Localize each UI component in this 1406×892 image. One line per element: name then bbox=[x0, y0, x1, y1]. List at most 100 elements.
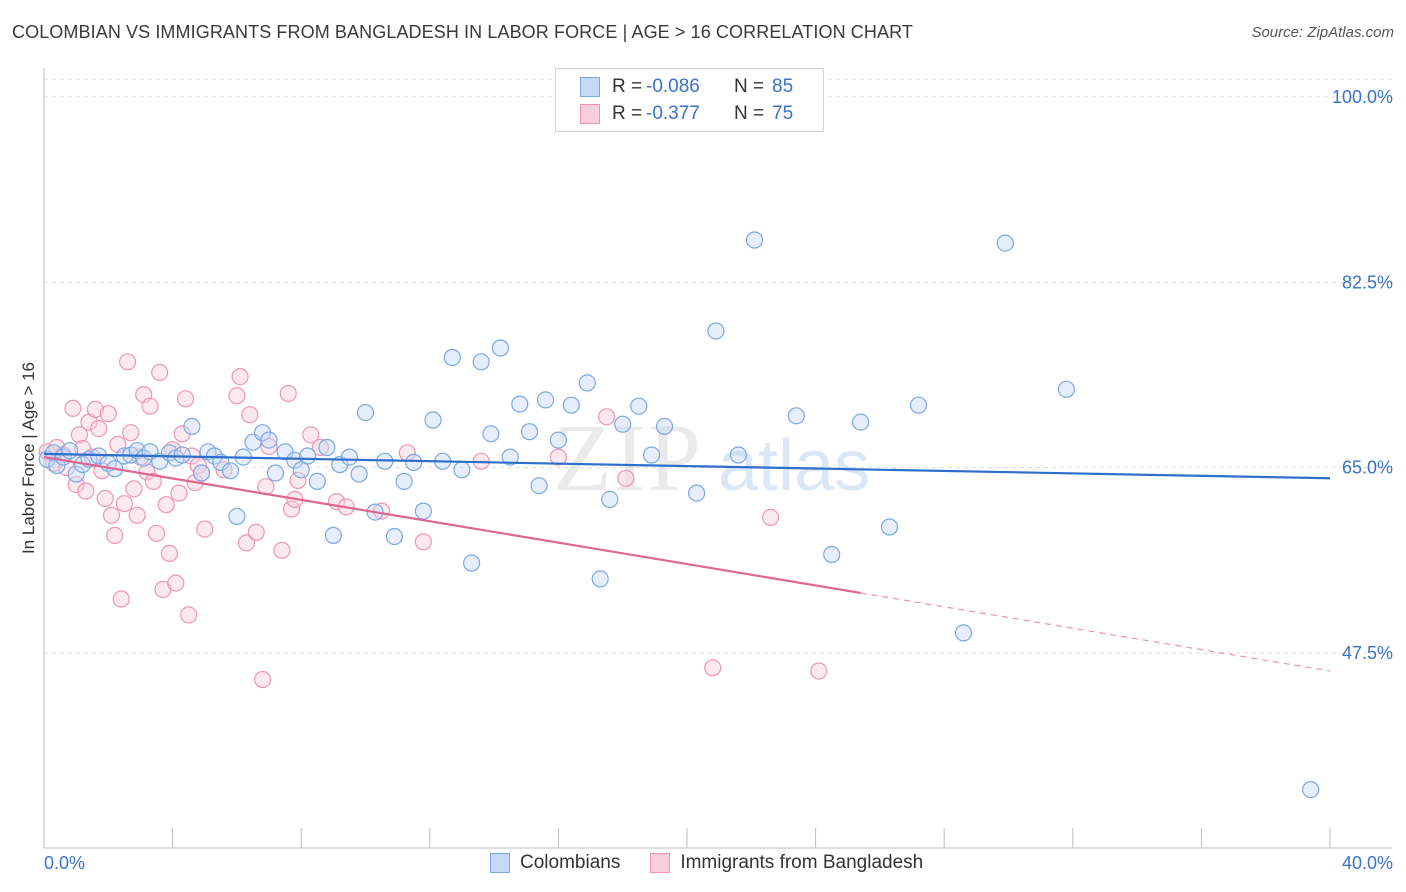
point-bangladesh bbox=[106, 526, 124, 545]
point-colombians bbox=[424, 411, 442, 429]
point-bangladesh bbox=[810, 662, 828, 680]
legend-item-bangladesh[interactable]: Immigrants from Bangladesh bbox=[650, 852, 923, 874]
chart-title: COLOMBIAN VS IMMIGRANTS FROM BANGLADESH … bbox=[12, 22, 913, 42]
legend-n-label: N = bbox=[734, 76, 765, 97]
point-colombians bbox=[614, 415, 632, 433]
point-bangladesh bbox=[64, 399, 82, 417]
point-colombians bbox=[530, 477, 548, 495]
point-colombians bbox=[536, 391, 555, 409]
point-bangladesh bbox=[99, 405, 117, 423]
point-colombians bbox=[340, 448, 358, 466]
point-bangladesh bbox=[112, 590, 130, 608]
point-bangladesh bbox=[597, 408, 616, 426]
point-colombians bbox=[221, 462, 240, 480]
trend-line-colombians bbox=[43, 452, 1331, 480]
point-colombians bbox=[909, 396, 928, 414]
point-colombians bbox=[276, 443, 294, 461]
point-colombians bbox=[729, 446, 748, 464]
y-tick-label: 82.5% bbox=[1342, 272, 1393, 292]
point-bangladesh bbox=[115, 495, 134, 513]
legend-n-value: 75 bbox=[772, 103, 794, 124]
point-bangladesh bbox=[241, 406, 259, 424]
point-colombians bbox=[292, 461, 310, 479]
point-bangladesh bbox=[283, 500, 301, 518]
gridlines bbox=[44, 78, 1392, 654]
point-colombians bbox=[630, 397, 648, 415]
point-bangladesh bbox=[289, 471, 307, 489]
point-bangladesh bbox=[260, 437, 278, 456]
point-colombians bbox=[173, 446, 191, 464]
point-colombians bbox=[472, 353, 490, 371]
point-colombians bbox=[443, 348, 461, 367]
point-colombians bbox=[405, 453, 423, 471]
point-bangladesh bbox=[237, 534, 256, 552]
point-colombians bbox=[385, 527, 403, 546]
point-bangladesh bbox=[311, 438, 330, 457]
x-tick-label: 40.0% bbox=[1342, 853, 1393, 873]
point-colombians bbox=[308, 472, 326, 490]
point-colombians bbox=[823, 545, 841, 564]
point-colombians bbox=[591, 570, 609, 588]
point-colombians bbox=[511, 395, 529, 413]
point-bangladesh bbox=[196, 520, 214, 538]
watermark-zip: ZIP bbox=[553, 404, 703, 511]
point-bangladesh bbox=[617, 469, 635, 487]
y-tick-label: 47.5% bbox=[1342, 643, 1393, 663]
legend-swatch-pink bbox=[580, 104, 600, 124]
point-bangladesh bbox=[761, 508, 780, 527]
point-colombians bbox=[1057, 380, 1076, 398]
legend-swatch-blue bbox=[580, 77, 600, 97]
point-bangladesh bbox=[147, 524, 166, 542]
point-bangladesh bbox=[302, 426, 320, 444]
point-colombians bbox=[395, 472, 413, 490]
point-bangladesh bbox=[122, 424, 140, 442]
point-colombians bbox=[707, 322, 725, 340]
legend-label-colombians: Colombians bbox=[520, 852, 621, 873]
point-bangladesh bbox=[128, 506, 146, 524]
point-colombians bbox=[1302, 780, 1320, 799]
point-colombians bbox=[601, 490, 619, 508]
legend-item-colombians[interactable]: Colombians bbox=[490, 852, 620, 874]
point-colombians bbox=[491, 339, 510, 357]
legend-row-bangladesh: R = -0.377 N = 75 bbox=[580, 102, 793, 126]
x-tick-label: 0.0% bbox=[44, 853, 85, 873]
point-bangladesh bbox=[141, 397, 159, 415]
point-bangladesh bbox=[125, 480, 143, 498]
point-bangladesh bbox=[247, 523, 265, 541]
point-bangladesh bbox=[170, 484, 188, 502]
point-bangladesh bbox=[118, 353, 137, 371]
point-colombians bbox=[501, 448, 519, 466]
point-colombians bbox=[151, 452, 169, 470]
legend-n-value: 85 bbox=[772, 76, 794, 97]
point-colombians bbox=[562, 396, 580, 414]
point-colombians bbox=[356, 404, 375, 422]
point-bangladesh bbox=[704, 659, 722, 677]
point-colombians bbox=[954, 624, 973, 642]
trend-line-bangladesh-extension bbox=[860, 592, 1331, 672]
point-bangladesh bbox=[70, 426, 89, 444]
point-colombians bbox=[578, 374, 596, 392]
point-bangladesh bbox=[90, 419, 108, 438]
y-tick-label: 65.0% bbox=[1342, 458, 1393, 478]
legend-label-bangladesh: Immigrants from Bangladesh bbox=[680, 852, 924, 873]
point-bangladesh bbox=[549, 448, 568, 466]
y-tick-label: 100.0% bbox=[1332, 87, 1393, 107]
point-colombians bbox=[266, 464, 285, 482]
point-colombians bbox=[324, 526, 342, 545]
legend-r-label: R = bbox=[612, 103, 643, 124]
legend-swatch-pink bbox=[650, 853, 671, 873]
legend-swatch-blue bbox=[490, 853, 510, 873]
point-colombians bbox=[453, 461, 471, 479]
trend-line-bangladesh bbox=[43, 455, 861, 595]
trend-lines bbox=[43, 452, 1331, 672]
point-bangladesh bbox=[254, 670, 272, 689]
point-colombians bbox=[787, 407, 805, 425]
point-colombians bbox=[228, 507, 246, 526]
point-bangladesh bbox=[176, 390, 195, 408]
point-colombians bbox=[482, 425, 500, 443]
point-bangladesh bbox=[77, 482, 95, 500]
point-colombians bbox=[350, 465, 368, 483]
point-colombians bbox=[299, 447, 317, 465]
point-colombians bbox=[655, 417, 674, 435]
legend-r-label: R = bbox=[612, 76, 643, 97]
